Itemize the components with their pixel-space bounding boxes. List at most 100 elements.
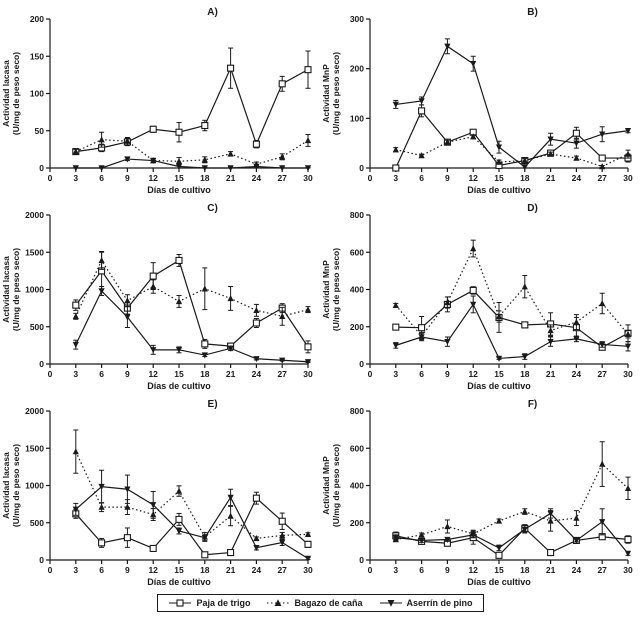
svg-text:500: 500 [30,322,44,332]
svg-text:24: 24 [572,173,582,183]
legend-item-aserrin: Aserrín de pino [379,598,473,608]
svg-text:300: 300 [350,14,364,24]
svg-text:15: 15 [494,565,504,575]
panel-d: 0 200 400 600 800 0 3 6 9 12 15 18 21 24 27 30 D) Activid… [320,198,640,394]
y-axis-units: (U/mg de peso seco) [331,444,341,527]
legend-item-paja: Paja de trigo [168,598,250,608]
panel-title: B) [527,7,538,18]
x-axis-label: Días de cultivo [467,185,531,195]
svg-text:0: 0 [359,555,364,565]
svg-text:9: 9 [445,173,450,183]
svg-text:6: 6 [99,565,104,575]
legend-label-aserrin: Aserrín de pino [406,598,473,608]
svg-text:0: 0 [39,163,44,173]
y-axis-units: (U/mg de peso seco) [331,52,341,135]
svg-text:6: 6 [419,369,424,379]
svg-text:0: 0 [48,369,53,379]
svg-text:6: 6 [99,173,104,183]
legend: Paja de trigo Bagazo de caña Aserrín de … [0,594,641,612]
svg-text:21: 21 [226,565,236,575]
panel-e: 0 500 1000 1500 2000 0 3 6 9 12 15 18 21 24 27 30 E) Acti… [0,394,320,590]
y-axis-units: (U/mg de peso seco) [331,248,341,331]
y-axis-label: Actividad MnP [321,64,331,123]
y-axis-label: Actividad lacasa [1,60,11,127]
svg-text:15: 15 [494,369,504,379]
chart-panel-d: 0 200 400 600 800 0 3 6 9 12 15 18 21 24 27 30 D) Activid… [321,203,633,391]
svg-text:12: 12 [468,369,478,379]
svg-text:18: 18 [200,369,210,379]
panel-title: E) [208,399,218,410]
svg-text:800: 800 [350,210,364,220]
svg-text:3: 3 [73,173,78,183]
panel-title: A) [207,7,218,18]
svg-text:27: 27 [277,369,287,379]
svg-text:0: 0 [368,173,373,183]
svg-text:12: 12 [468,565,478,575]
svg-text:27: 27 [597,369,607,379]
svg-text:0: 0 [359,163,364,173]
svg-text:150: 150 [30,51,44,61]
svg-text:9: 9 [445,565,450,575]
svg-text:0: 0 [39,359,44,369]
svg-text:0: 0 [368,565,373,575]
svg-text:30: 30 [303,369,313,379]
svg-text:200: 200 [350,64,364,74]
y-axis-label: Actividad lacasa [1,452,11,519]
svg-text:3: 3 [73,565,78,575]
svg-text:12: 12 [468,173,478,183]
svg-text:30: 30 [623,565,633,575]
chart-panel-a: 0 50 100 150 200 0 3 6 9 12 15 18 21 24 27 30 A) Activida… [1,7,313,195]
y-axis-label: Actividad MnP [321,456,331,515]
svg-text:21: 21 [546,565,556,575]
svg-text:800: 800 [350,406,364,416]
svg-text:100: 100 [350,113,364,123]
svg-text:27: 27 [277,565,287,575]
svg-text:27: 27 [597,565,607,575]
svg-text:18: 18 [520,369,530,379]
svg-text:24: 24 [572,565,582,575]
svg-text:200: 200 [350,322,364,332]
svg-text:0: 0 [359,359,364,369]
panel-title: C) [207,203,218,214]
svg-text:1500: 1500 [25,443,44,453]
svg-text:18: 18 [520,173,530,183]
svg-text:21: 21 [546,369,556,379]
svg-text:6: 6 [99,369,104,379]
filled-triangle-down-marker-icon [379,600,402,607]
svg-text:1000: 1000 [25,481,44,491]
svg-text:12: 12 [148,565,158,575]
svg-text:9: 9 [125,173,130,183]
svg-text:21: 21 [226,173,236,183]
open-square-marker-icon [169,599,192,607]
svg-text:15: 15 [174,369,184,379]
svg-text:500: 500 [30,518,44,528]
svg-text:18: 18 [520,565,530,575]
chart-panel-f: 0 200 400 600 800 0 3 6 9 12 15 18 21 24 27 30 F) Activid… [321,399,633,587]
svg-text:24: 24 [252,565,262,575]
y-axis-label: Actividad MnP [321,260,331,319]
svg-text:27: 27 [597,173,607,183]
svg-text:12: 12 [148,369,158,379]
svg-text:200: 200 [30,14,44,24]
svg-text:30: 30 [303,565,313,575]
svg-text:3: 3 [393,369,398,379]
svg-text:600: 600 [350,443,364,453]
svg-text:24: 24 [252,173,262,183]
svg-text:18: 18 [200,565,210,575]
svg-text:100: 100 [30,89,44,99]
panel-a: 0 50 100 150 200 0 3 6 9 12 15 18 21 24 27 30 A) Activida… [0,2,320,198]
svg-text:15: 15 [174,565,184,575]
svg-text:12: 12 [148,173,158,183]
svg-text:9: 9 [445,369,450,379]
x-axis-label: Días de cultivo [467,577,531,587]
panel-title: F) [528,399,537,410]
svg-text:21: 21 [546,173,556,183]
panel-grid: 0 50 100 150 200 0 3 6 9 12 15 18 21 24 27 30 A) Activida… [0,2,640,590]
chart-panel-e: 0 500 1000 1500 2000 0 3 6 9 12 15 18 21 24 27 30 E) Acti… [1,399,313,587]
x-axis-label: Días de cultivo [147,185,211,195]
svg-text:21: 21 [226,369,236,379]
svg-text:400: 400 [350,285,364,295]
svg-text:30: 30 [623,173,633,183]
svg-text:1000: 1000 [25,285,44,295]
